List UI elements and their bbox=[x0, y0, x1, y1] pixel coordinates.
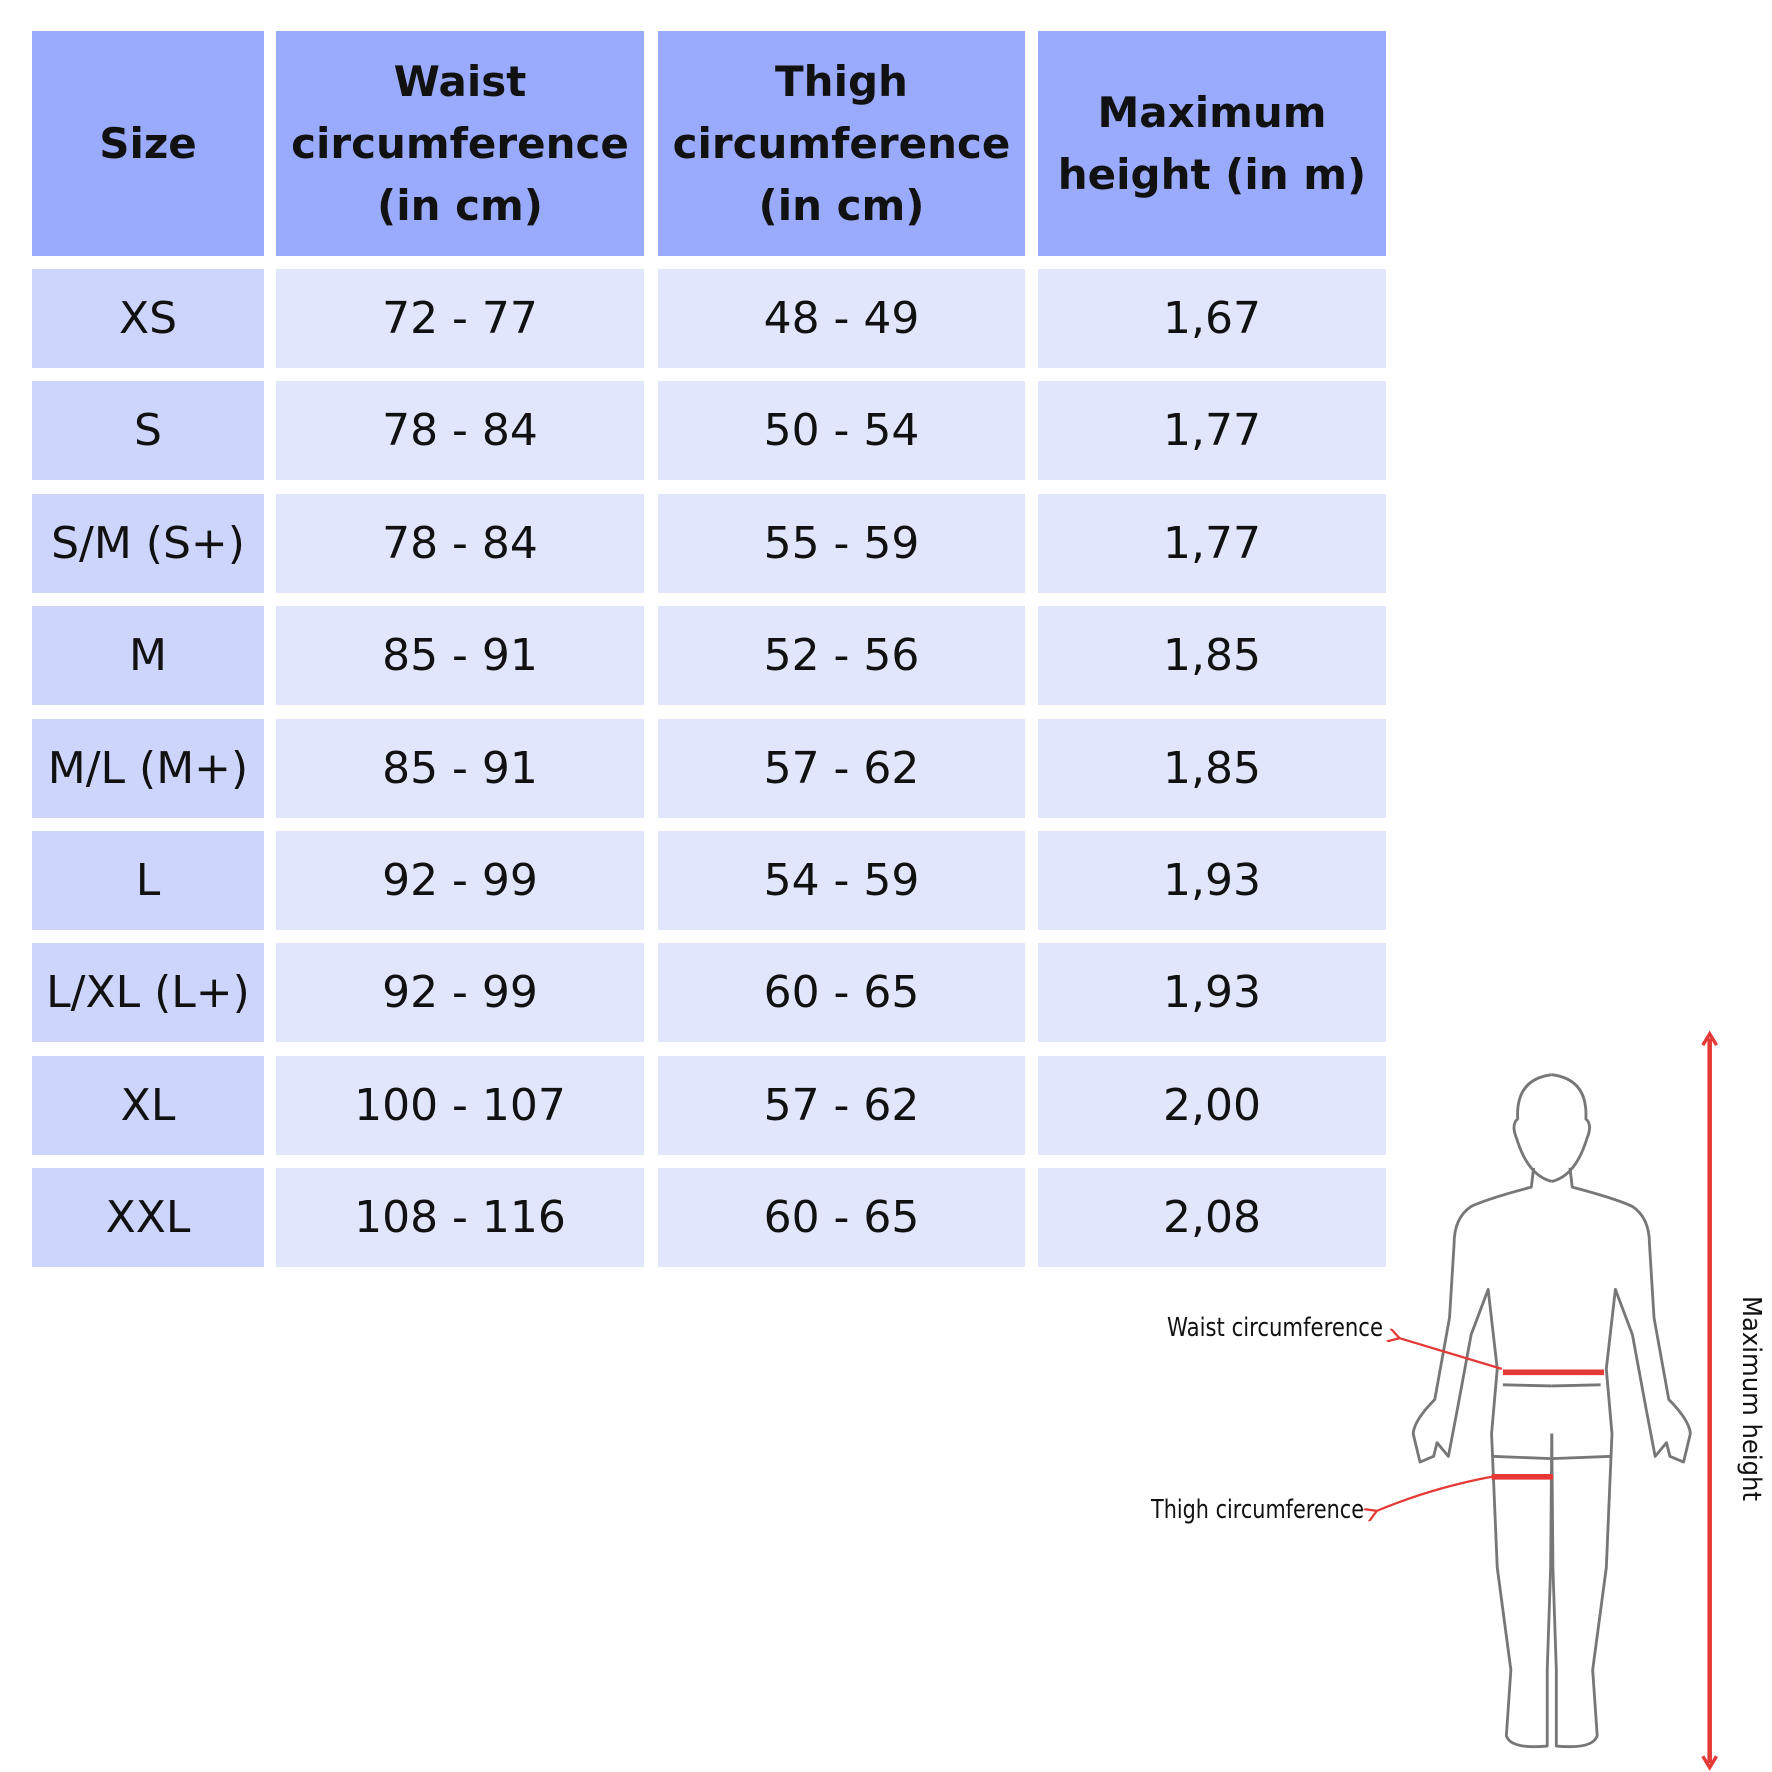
table-cell: XL bbox=[32, 1055, 264, 1155]
header-cell: Size bbox=[32, 31, 264, 256]
header-cell: Waist circumference (in cm) bbox=[276, 31, 644, 256]
thigh-label: Thigh circumference bbox=[1150, 1495, 1364, 1525]
table-cell: 2,00 bbox=[1038, 1055, 1386, 1155]
table-cell: L bbox=[32, 831, 264, 930]
table-cell: 57 - 62 bbox=[658, 718, 1025, 818]
header-cell: Maximum height (in m) bbox=[1038, 31, 1386, 256]
table-cell: XS bbox=[32, 269, 264, 368]
table-cell: 78 - 84 bbox=[276, 493, 644, 593]
table-cell: L/XL (L+) bbox=[32, 943, 264, 1043]
table-cell: 92 - 99 bbox=[276, 831, 644, 930]
table-cell: 100 - 107 bbox=[276, 1055, 644, 1155]
table-cell: 85 - 91 bbox=[276, 606, 644, 706]
table-cell: 52 - 56 bbox=[658, 606, 1025, 706]
table-cell: XXL bbox=[32, 1168, 264, 1268]
table-cell: 2,08 bbox=[1038, 1168, 1386, 1268]
waist-label: Waist circumference bbox=[1167, 1313, 1383, 1343]
table-cell: 57 - 62 bbox=[658, 1055, 1025, 1155]
table-cell: 1,85 bbox=[1038, 606, 1386, 706]
height-label: Maximum height bbox=[1736, 1296, 1766, 1501]
table-cell: 48 - 49 bbox=[658, 269, 1025, 368]
table-cell: 60 - 65 bbox=[658, 943, 1025, 1043]
table-cell: 1,67 bbox=[1038, 269, 1386, 368]
table-cell: 78 - 84 bbox=[276, 381, 644, 481]
table-cell: 108 - 116 bbox=[276, 1168, 644, 1268]
table-cell: 50 - 54 bbox=[658, 381, 1025, 481]
header-cell: Thigh circumference (in cm) bbox=[658, 31, 1025, 256]
table-cell: 55 - 59 bbox=[658, 493, 1025, 593]
table-cell: 1,93 bbox=[1038, 831, 1386, 930]
table-cell: 72 - 77 bbox=[276, 269, 644, 368]
table-cell: 54 - 59 bbox=[658, 831, 1025, 930]
table-cell: 60 - 65 bbox=[658, 1168, 1025, 1268]
table-cell: M/L (M+) bbox=[32, 718, 264, 818]
table-cell: M bbox=[32, 606, 264, 706]
table-cell: 1,93 bbox=[1038, 943, 1386, 1043]
person bbox=[1377, 1030, 1718, 1771]
table-cell: 85 - 91 bbox=[276, 718, 644, 818]
table-cell: S bbox=[32, 381, 264, 481]
table-cell: 1,77 bbox=[1038, 381, 1386, 481]
table-cell: 1,77 bbox=[1038, 493, 1386, 593]
table-cell: S/M (S+) bbox=[32, 493, 264, 593]
table-cell: 1,85 bbox=[1038, 718, 1386, 818]
table-cell: 92 - 99 bbox=[276, 943, 644, 1043]
